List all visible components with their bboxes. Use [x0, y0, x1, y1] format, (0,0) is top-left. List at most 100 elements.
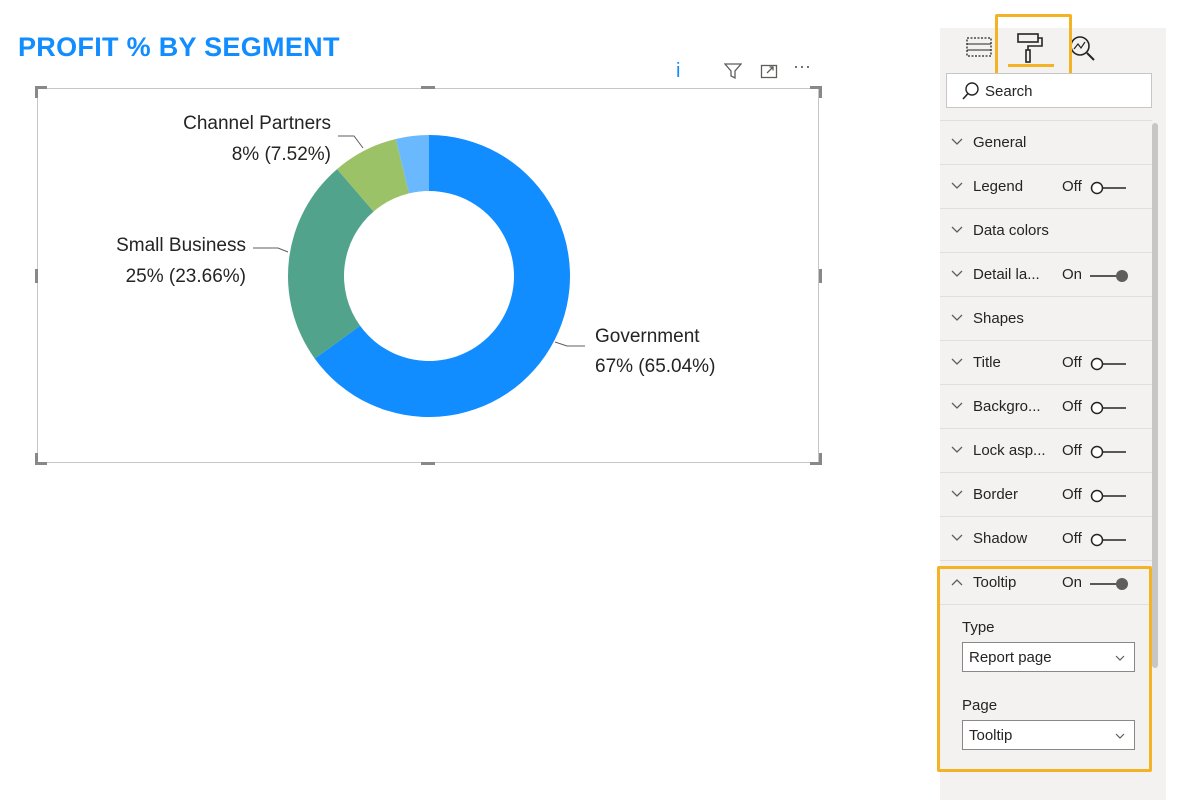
resize-handle-right[interactable] [819, 269, 822, 283]
type-label: Type [962, 619, 995, 636]
resize-handle-top[interactable] [421, 86, 435, 89]
resize-handle-bottom[interactable] [421, 462, 435, 465]
chevron-down-icon [950, 223, 964, 242]
filter-icon[interactable] [723, 62, 743, 85]
card-border[interactable]: Border Off [940, 472, 1152, 516]
card-detail-labels[interactable]: Detail la... On [940, 252, 1152, 296]
toggle-state: Off [1062, 486, 1082, 503]
label-government-value: 67% (65.04%) [595, 356, 715, 377]
card-label: Title [973, 354, 1001, 371]
report-title: PROFIT % BY SEGMENT [18, 32, 340, 62]
resize-handle-tr[interactable] [810, 86, 822, 89]
resize-handle-tl[interactable] [35, 86, 47, 89]
label-channel-partners-value: 8% (7.52%) [232, 144, 331, 165]
active-tab-underline [1008, 64, 1054, 67]
leader-line-channel-partners [338, 135, 364, 149]
card-label: Tooltip [973, 574, 1017, 591]
toggle-state: Off [1062, 354, 1082, 371]
format-pane: General Legend Off Data colors Detail la… [937, 14, 1166, 800]
paint-roller-icon[interactable] [1013, 32, 1047, 66]
page-label: Page [962, 697, 998, 714]
card-legend[interactable]: Legend Off [940, 164, 1152, 208]
card-general[interactable]: General [940, 120, 1152, 164]
chevron-down-icon [950, 267, 964, 286]
info-icon[interactable]: i [676, 60, 681, 82]
label-small-business-name: Small Business [116, 235, 246, 256]
more-options-icon[interactable]: ··· [793, 56, 811, 76]
focus-mode-icon[interactable] [760, 62, 778, 85]
chevron-down-icon [950, 179, 964, 198]
resize-handle-br-v[interactable] [819, 453, 822, 465]
card-label: General [973, 134, 1027, 151]
chevron-down-icon [950, 135, 964, 154]
fields-grid-icon[interactable] [964, 32, 998, 66]
toggle-state: On [1062, 266, 1083, 283]
card-label: Shadow [973, 530, 1028, 547]
chevron-down-icon [1114, 651, 1126, 669]
donut-chart: Government 67% (65.04%) Small Business 2… [116, 113, 715, 418]
border-toggle[interactable]: Off [1062, 486, 1132, 506]
card-label: Legend [973, 178, 1024, 195]
card-data-colors[interactable]: Data colors [940, 208, 1152, 252]
chevron-down-icon [950, 443, 964, 462]
pane-scrollbar[interactable] [1152, 123, 1158, 668]
resize-handle-tl-v[interactable] [35, 86, 38, 98]
card-label: Lock asp... [973, 442, 1046, 459]
toggle-state: Off [1062, 398, 1082, 415]
tooltip-toggle[interactable]: On [1062, 574, 1132, 594]
chevron-down-icon [950, 531, 964, 550]
card-label: Backgro... [973, 398, 1041, 415]
search-input[interactable] [983, 80, 1147, 102]
chevron-down-icon [950, 399, 964, 418]
card-label: Shapes [973, 310, 1024, 327]
label-channel-partners-name: Channel Partners [183, 113, 331, 134]
shadow-toggle[interactable]: Off [1062, 530, 1132, 550]
chevron-up-icon [950, 575, 964, 594]
chevron-down-icon [950, 355, 964, 374]
visual-header: i ··· [660, 56, 820, 86]
toggle-state: Off [1062, 178, 1082, 195]
donut-slice-channel-partners[interactable] [337, 138, 410, 212]
tooltip-card-highlight [937, 566, 1152, 772]
card-title[interactable]: Title Off [940, 340, 1152, 384]
type-dropdown-value: Report page [969, 649, 1052, 666]
leader-line-government [554, 341, 585, 347]
donut-slice-government[interactable] [314, 135, 570, 418]
legend-toggle[interactable]: Off [1062, 178, 1132, 198]
toggle-state: On [1062, 574, 1083, 591]
card-label: Detail la... [973, 266, 1040, 283]
leader-line-small-business [253, 247, 289, 253]
type-dropdown[interactable]: Report page [962, 642, 1135, 672]
resize-handle-tr-v[interactable] [819, 86, 822, 98]
detail-labels-toggle[interactable]: On [1062, 266, 1132, 286]
label-small-business-value: 25% (23.66%) [126, 266, 246, 287]
resize-handle-bl[interactable] [35, 462, 47, 465]
toggle-state: Off [1062, 442, 1082, 459]
format-cards: General Legend Off Data colors Detail la… [940, 120, 1152, 775]
card-label: Data colors [973, 222, 1049, 239]
search-box[interactable] [946, 73, 1152, 108]
card-lock-aspect[interactable]: Lock asp... Off [940, 428, 1152, 472]
card-shadow[interactable]: Shadow Off [940, 516, 1152, 560]
search-icon [961, 81, 981, 106]
chevron-down-icon [950, 311, 964, 330]
tooltip-card-body: Type Report page Page Tooltip [940, 604, 1152, 775]
chevron-down-icon [950, 487, 964, 506]
chevron-down-icon [1114, 729, 1126, 747]
resize-handle-br[interactable] [810, 462, 822, 465]
resize-handle-left[interactable] [35, 269, 38, 283]
page-dropdown[interactable]: Tooltip [962, 720, 1135, 750]
lock-aspect-toggle[interactable]: Off [1062, 442, 1132, 462]
page-dropdown-value: Tooltip [969, 727, 1013, 744]
background-toggle[interactable]: Off [1062, 398, 1132, 418]
card-shapes[interactable]: Shapes [940, 296, 1152, 340]
donut-slice-other[interactable] [395, 135, 429, 194]
title-toggle[interactable]: Off [1062, 354, 1132, 374]
resize-handle-bl-v[interactable] [35, 453, 38, 465]
donut-slice-small-business[interactable] [288, 169, 374, 359]
card-background[interactable]: Backgro... Off [940, 384, 1152, 428]
pane-tabs [940, 28, 1166, 72]
label-government-name: Government [595, 326, 700, 347]
card-label: Border [973, 486, 1019, 503]
card-tooltip[interactable]: Tooltip On [940, 560, 1152, 604]
